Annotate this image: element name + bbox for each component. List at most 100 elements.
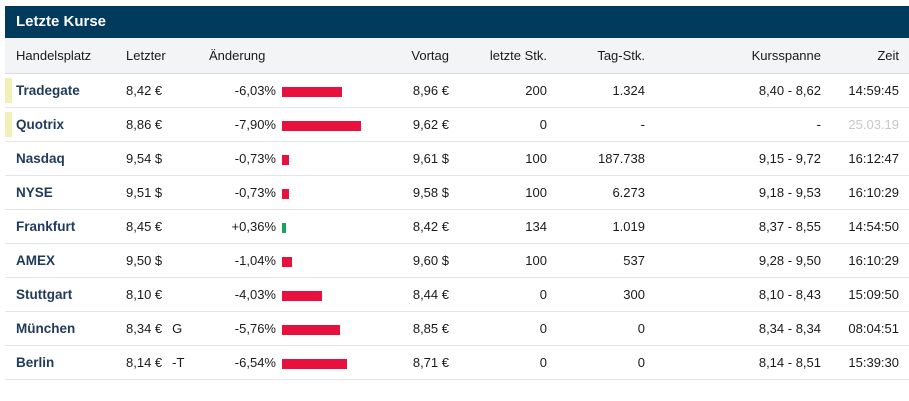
table-row[interactable]: Tradegate 8,42 € -6,03% 8,96 €200 1.324 8,40 … bbox=[5, 73, 909, 108]
cell-last: 8,45 € bbox=[118, 209, 201, 244]
cell-change: -7,90% bbox=[201, 107, 280, 142]
cell-last: 8,42 € bbox=[118, 73, 201, 108]
col-header-last-qty[interactable]: letzte Stk. bbox=[449, 38, 547, 74]
col-header-change[interactable]: Änderung bbox=[201, 38, 280, 74]
cell-day-qty: 6.273 bbox=[547, 175, 645, 210]
last-price: 9,51 $ bbox=[126, 185, 163, 200]
table-row[interactable]: Quotrix 8,86 € -7,90% 9,62 €0- -25.03.19 bbox=[5, 107, 909, 142]
cell-change-bar bbox=[280, 209, 379, 244]
cell-prev: 8,42 € bbox=[379, 209, 449, 244]
table-row[interactable]: Nasdaq 9,54 $ -0,73% 9,61 $100 187.738 9,15 -… bbox=[5, 141, 909, 176]
change-bar bbox=[282, 188, 289, 199]
cell-prev: 8,71 € bbox=[379, 345, 449, 380]
exchange-link[interactable]: Berlin bbox=[16, 355, 55, 370]
quotes-table: Handelsplatz Letzter Änderung Vortag let… bbox=[5, 38, 909, 380]
quotes-panel: Letzte Kurse Handelsplatz Letzter Änderu… bbox=[5, 6, 909, 380]
cell-place: Quotrix bbox=[5, 107, 118, 142]
cell-range: 8,37 - 8,55 bbox=[645, 209, 821, 244]
col-header-place[interactable]: Handelsplatz bbox=[5, 38, 118, 74]
table-row[interactable]: Frankfurt 8,45 € +0,36% 8,42 €134 1.019 8,37 … bbox=[5, 209, 909, 244]
cell-last-qty: 0 bbox=[449, 277, 547, 312]
table-row[interactable]: AMEX 9,50 $ -1,04% 9,60 $100 537 9,28 - 9,50 1… bbox=[5, 243, 909, 278]
col-header-last[interactable]: Letzter bbox=[118, 38, 201, 74]
cell-change-bar bbox=[280, 311, 379, 346]
change-bar bbox=[282, 290, 322, 301]
cell-prev: 8,96 € bbox=[379, 73, 449, 108]
col-header-prev[interactable]: Vortag bbox=[379, 38, 449, 74]
last-price: 8,86 € bbox=[126, 117, 163, 132]
exchange-link[interactable]: München bbox=[16, 321, 76, 336]
cell-change: -6,54% bbox=[201, 345, 280, 380]
cell-last: 8,14 € -T bbox=[118, 345, 201, 380]
table-row[interactable]: München 8,34 € G -5,76% 8,85 €0 0 8,34 - 8,34 0… bbox=[5, 311, 909, 346]
cell-time: 14:54:50 bbox=[821, 209, 909, 244]
cell-time: 16:10:29 bbox=[821, 175, 909, 210]
cell-last-qty: 0 bbox=[449, 311, 547, 346]
cell-day-qty: 0 bbox=[547, 345, 645, 380]
cell-time: 16:12:47 bbox=[821, 141, 909, 176]
cell-place: Stuttgart bbox=[5, 277, 118, 312]
exchange-link[interactable]: Stuttgart bbox=[16, 287, 73, 302]
last-price: 8,14 € bbox=[126, 355, 163, 370]
cell-range: 8,34 - 8,34 bbox=[645, 311, 821, 346]
exchange-link[interactable]: Frankfurt bbox=[16, 219, 76, 234]
cell-range: 9,18 - 9,53 bbox=[645, 175, 821, 210]
cell-last: 8,10 € bbox=[118, 277, 201, 312]
cell-day-qty: 537 bbox=[547, 243, 645, 278]
cell-change: -4,03% bbox=[201, 277, 280, 312]
cell-range: 8,40 - 8,62 bbox=[645, 73, 821, 108]
cell-change: -5,76% bbox=[201, 311, 280, 346]
cell-change-bar bbox=[280, 243, 379, 278]
exchange-link[interactable]: Tradegate bbox=[16, 83, 80, 98]
cell-time: 16:10:29 bbox=[821, 243, 909, 278]
cell-change-bar bbox=[280, 345, 379, 380]
last-price: 8,42 € bbox=[126, 83, 163, 98]
last-price: 8,34 € bbox=[126, 321, 163, 336]
cell-place: München bbox=[5, 311, 118, 346]
col-header-day-qty[interactable]: Tag-Stk. bbox=[547, 38, 645, 74]
cell-place: Nasdaq bbox=[5, 141, 118, 176]
exchange-link[interactable]: Nasdaq bbox=[16, 151, 65, 166]
cell-change-bar bbox=[280, 141, 379, 176]
cell-prev: 9,61 $ bbox=[379, 141, 449, 176]
cell-change: +0,36% bbox=[201, 209, 280, 244]
last-price: 9,50 $ bbox=[126, 253, 163, 268]
cell-range: - bbox=[645, 107, 821, 142]
panel-title: Letzte Kurse bbox=[5, 6, 909, 38]
cell-last-qty: 134 bbox=[449, 209, 547, 244]
cell-time: 15:39:30 bbox=[821, 345, 909, 380]
cell-range: 8,10 - 8,43 bbox=[645, 277, 821, 312]
cell-prev: 8,85 € bbox=[379, 311, 449, 346]
exchange-link[interactable]: NYSE bbox=[16, 185, 53, 200]
cell-range: 9,28 - 9,50 bbox=[645, 243, 821, 278]
change-bar bbox=[282, 222, 286, 233]
cell-place: Frankfurt bbox=[5, 209, 118, 244]
row-marker bbox=[5, 112, 12, 137]
cell-time: 08:04:51 bbox=[821, 311, 909, 346]
cell-time: 15:09:50 bbox=[821, 277, 909, 312]
row-marker bbox=[5, 78, 12, 103]
col-header-time[interactable]: Zeit bbox=[821, 38, 909, 74]
cell-last-qty: 100 bbox=[449, 141, 547, 176]
col-header-range[interactable]: Kursspanne bbox=[645, 38, 821, 74]
cell-change-bar bbox=[280, 73, 379, 108]
table-row[interactable]: Berlin 8,14 € -T -6,54% 8,71 €0 0 8,14 - 8,51 1… bbox=[5, 345, 909, 380]
cell-last: 9,51 $ bbox=[118, 175, 201, 210]
cell-last: 8,34 € G bbox=[118, 311, 201, 346]
cell-prev: 9,62 € bbox=[379, 107, 449, 142]
cell-last: 9,50 $ bbox=[118, 243, 201, 278]
price-flag: G bbox=[172, 321, 183, 336]
exchange-link[interactable]: AMEX bbox=[16, 253, 56, 268]
table-row[interactable]: NYSE 9,51 $ -0,73% 9,58 $100 6.273 9,18 - 9,5… bbox=[5, 175, 909, 210]
exchange-link[interactable]: Quotrix bbox=[16, 117, 65, 132]
cell-place: Tradegate bbox=[5, 73, 118, 108]
price-flag: -T bbox=[172, 355, 185, 370]
cell-change: -1,04% bbox=[201, 243, 280, 278]
cell-day-qty: 1.324 bbox=[547, 73, 645, 108]
col-header-change-bar bbox=[280, 38, 379, 74]
cell-time: 14:59:45 bbox=[821, 73, 909, 108]
change-bar bbox=[282, 256, 292, 267]
table-row[interactable]: Stuttgart 8,10 € -4,03% 8,44 €0 300 8,10 - 8,… bbox=[5, 277, 909, 312]
cell-change: -6,03% bbox=[201, 73, 280, 108]
cell-day-qty: 1.019 bbox=[547, 209, 645, 244]
